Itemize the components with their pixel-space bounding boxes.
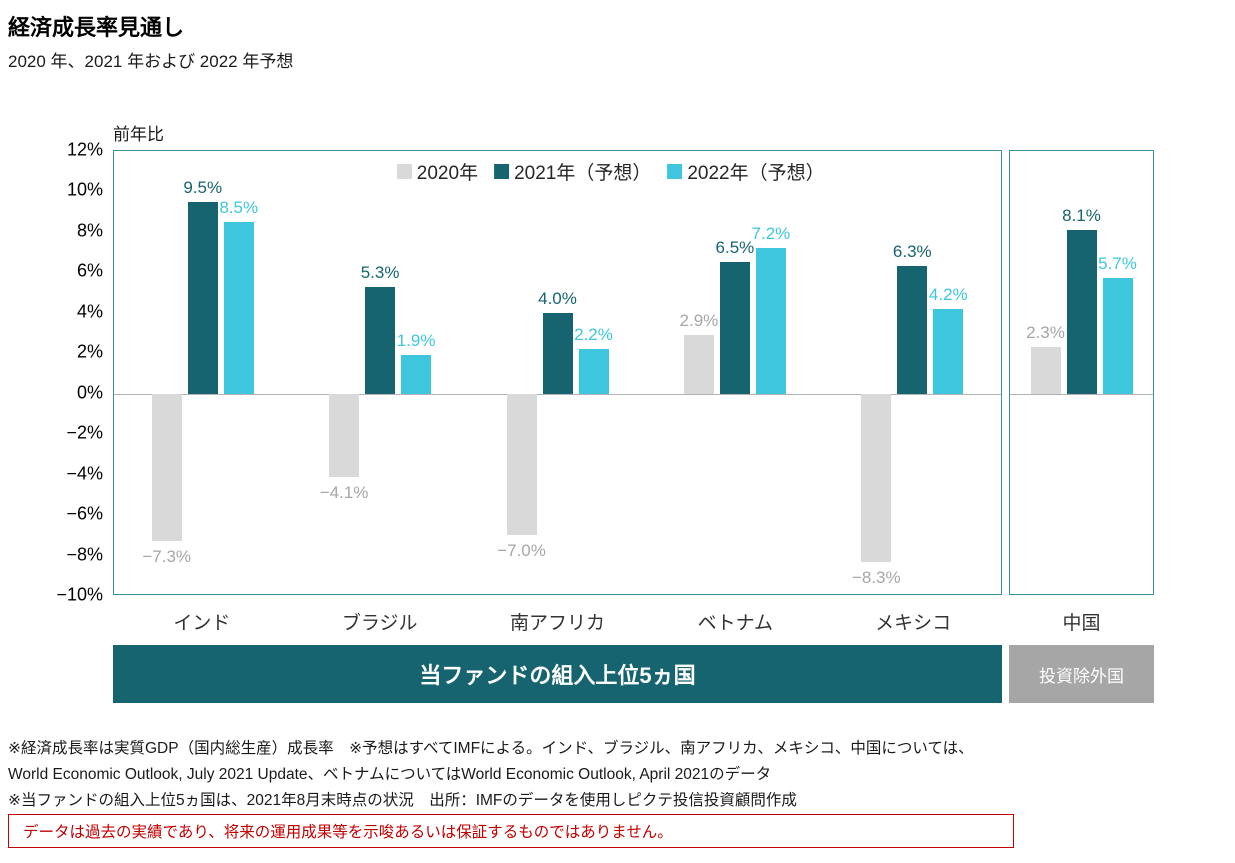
category-label: ブラジル	[341, 613, 418, 634]
bar-value-label: 5.3%	[360, 262, 400, 282]
y-axis: 12% 10% 8% 6% 4% 2% 0% −2% −4% −6% −8% −10%	[0, 140, 103, 605]
y-axis-tick-label: −4%	[66, 463, 103, 484]
bar	[401, 355, 432, 394]
category-label: 中国	[1062, 613, 1101, 634]
legend-item: 2021年（予想）	[494, 158, 651, 185]
legend-swatch	[494, 164, 510, 179]
page-subtitle: 2020 年、2021 年および 2022 年予想	[8, 52, 294, 71]
bar-value-label: 6.3%	[892, 242, 932, 262]
legend-label: 2022年（予想）	[687, 163, 825, 184]
y-axis-tick-label: 10%	[66, 179, 103, 200]
category-row-1: 中国	[1009, 608, 1154, 635]
bar	[578, 349, 609, 394]
y-axis-unit-label: 前年比	[113, 125, 164, 144]
bar	[897, 266, 928, 394]
y-axis-tick-label: 0%	[76, 382, 103, 403]
y-axis-tick-label: 6%	[76, 260, 103, 281]
footnote-line: World Economic Outlook, July 2021 Update…	[8, 766, 772, 783]
bar	[329, 393, 360, 477]
y-axis-tick-label: −6%	[66, 503, 103, 524]
bar	[506, 393, 537, 536]
chart-legend: 2020年 2021年（予想） 2022年（予想）	[396, 158, 825, 185]
bar-value-label: −4.1%	[319, 482, 369, 502]
bar	[719, 262, 750, 394]
bar-value-label: 6.5%	[715, 238, 755, 258]
bar-value-label: 1.9%	[396, 331, 436, 351]
category-label: インド	[173, 613, 231, 634]
bar-value-label: 7.2%	[751, 224, 791, 244]
bar-value-label: 4.0%	[538, 288, 577, 308]
panel-0: 2020年 2021年（予想） 2022年（予想） −7.3% 9.5% 8.5% −4.…	[113, 150, 1002, 595]
bar-value-label: 2.2%	[574, 325, 613, 345]
bar-value-label: −7.3%	[142, 547, 192, 567]
panel-1: 2.3% 8.1% 5.7%	[1009, 150, 1154, 595]
category-label: 南アフリカ	[509, 613, 605, 634]
bar-value-label: −7.0%	[497, 541, 546, 561]
y-axis-tick-label: 2%	[76, 341, 103, 362]
bar	[1066, 229, 1097, 394]
bar	[755, 248, 786, 394]
legend-swatch	[667, 164, 683, 179]
bar	[1102, 278, 1133, 394]
zero-line	[114, 393, 1001, 395]
bar	[683, 335, 714, 394]
bar-value-label: 5.7%	[1098, 254, 1137, 274]
footnote-line: ※当ファンドの組入上位5ヵ国は、2021年8月末時点の状況 出所：IMFのデータ…	[8, 792, 797, 809]
y-axis-tick-label: 4%	[76, 301, 103, 322]
bar	[861, 393, 892, 562]
bar	[187, 201, 218, 394]
legend-item: 2020年	[396, 158, 479, 185]
legend-item: 2022年（予想）	[667, 158, 825, 185]
bar	[542, 312, 573, 394]
zero-line	[1010, 393, 1153, 395]
legend-label: 2020年	[416, 163, 479, 184]
bar	[223, 221, 254, 394]
bar	[151, 393, 182, 542]
banner-0: 当ファンドの組入上位5ヵ国	[113, 645, 1002, 703]
banner-1: 投資除外国	[1009, 645, 1154, 703]
y-axis-tick-label: 8%	[76, 220, 103, 241]
bar-value-label: 9.5%	[183, 177, 223, 197]
bar-value-label: 2.3%	[1026, 323, 1065, 343]
category-label: メキシコ	[875, 613, 952, 634]
legend-swatch	[396, 164, 412, 179]
bar	[933, 308, 964, 394]
bar-value-label: 8.1%	[1062, 205, 1101, 225]
bar-value-label: 2.9%	[679, 311, 719, 331]
category-label: ベトナム	[697, 613, 773, 634]
y-axis-tick-label: −10%	[56, 584, 103, 605]
y-axis-tick-label: −8%	[66, 544, 103, 565]
footnote-line: ※経済成長率は実質GDP（国内総生産）成長率 ※予想はすべてIMFによる。インド…	[8, 740, 974, 757]
footnotes: ※経済成長率は実質GDP（国内総生産）成長率 ※予想はすべてIMFによる。インド…	[8, 736, 974, 814]
bar-value-label: −8.3%	[851, 567, 901, 587]
y-axis-tick-label: 12%	[66, 139, 103, 160]
bar	[365, 286, 396, 394]
legend-label: 2021年（予想）	[514, 163, 652, 184]
page-title: 経済成長率見通し	[8, 15, 185, 40]
bar-value-label: 4.2%	[928, 284, 968, 304]
disclaimer-text: データは過去の実績であり、将来の運用成果等を示唆あるいは保証するものではありませ…	[23, 824, 673, 841]
disclaimer-box: データは過去の実績であり、将来の運用成果等を示唆あるいは保証するものではありませ…	[8, 814, 1014, 848]
category-row-0: インド ブラジル 南アフリカ ベトナム メキシコ	[113, 608, 1002, 635]
bar	[1030, 347, 1061, 394]
y-axis-tick-label: −2%	[66, 422, 103, 443]
bar-value-label: 8.5%	[219, 197, 259, 217]
